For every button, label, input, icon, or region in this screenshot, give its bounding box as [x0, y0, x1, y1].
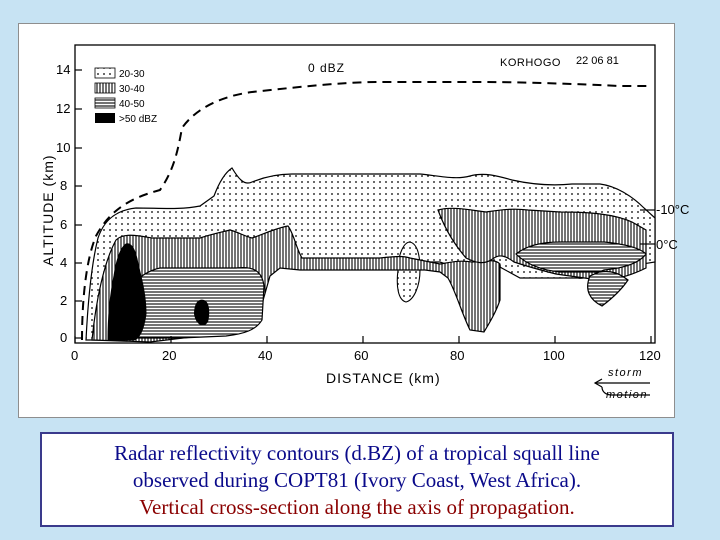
x-tick-label: 40 [258, 348, 272, 363]
echo-40-50-trailing [515, 241, 647, 307]
x-tick-label: 60 [354, 348, 368, 363]
x-axis [74, 336, 652, 343]
y-tick-label: 6 [60, 217, 67, 232]
y-axis [75, 69, 82, 339]
caption-line-3: Vertical cross-section along the axis of… [139, 495, 575, 519]
caption-line-2: observed during COPT81 (Ivory Coast, Wes… [132, 468, 582, 492]
y-tick-label: 14 [56, 62, 70, 77]
storm-motion-label: storm [608, 367, 643, 379]
y-tick-label: 4 [60, 255, 67, 270]
legend-label-30-40: 30-40 [119, 84, 145, 95]
x-tick-label: 100 [543, 348, 565, 363]
y-tick-label: 2 [60, 293, 67, 308]
date-label: 22 06 81 [576, 55, 619, 67]
y-tick-label: 8 [60, 178, 67, 193]
y-tick-label: 12 [56, 101, 70, 116]
legend: 20-30 30-40 40-50 >50 dBZ [94, 67, 157, 125]
contour-0dbz-label: 0 dBZ [308, 61, 345, 75]
storm-motion-arrow: storm motion [593, 367, 650, 401]
legend-label-20-30: 20-30 [119, 69, 145, 80]
legend-label-40-50: 40-50 [119, 99, 145, 110]
echo-gt50-small-core [194, 299, 210, 326]
plot-frame [74, 44, 656, 344]
y-axis-title: ALTITUDE (km) [40, 154, 56, 266]
storm-motion-label: motion [606, 389, 648, 401]
x-tick-label: 0 [71, 348, 78, 363]
y-tick-label: 10 [56, 140, 70, 155]
caption-line-1: Radar reflectivity contours (d.BZ) of a … [114, 441, 600, 465]
x-tick-label: 20 [162, 348, 176, 363]
isotherm-zero-label: 0°C [656, 237, 678, 252]
contour-0dbz [81, 81, 648, 341]
legend-label-gt50: >50 dBZ [119, 114, 157, 125]
legend-swatch-20-30 [94, 67, 116, 79]
echo-gt50-core [107, 243, 147, 341]
isotherm-minus10-label: -10°C [656, 202, 689, 217]
legend-swatch-40-50 [94, 97, 116, 109]
caption-box: Radar reflectivity contours (d.BZ) of a … [40, 432, 674, 527]
legend-swatch-gt50 [95, 113, 115, 123]
x-axis-title: DISTANCE (km) [326, 370, 441, 386]
legend-swatch-30-40 [94, 82, 116, 94]
station-label: KORHOGO [500, 57, 561, 69]
x-tick-label: 120 [639, 348, 661, 363]
x-tick-label: 80 [450, 348, 464, 363]
y-tick-label: 0 [60, 330, 67, 345]
